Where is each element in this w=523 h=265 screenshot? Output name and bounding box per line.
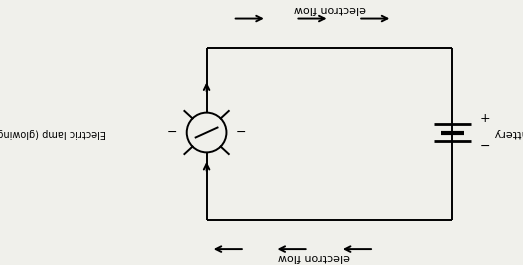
Text: −: − bbox=[167, 126, 177, 139]
Text: electron flow: electron flow bbox=[293, 4, 366, 14]
Text: Battery: Battery bbox=[492, 127, 523, 138]
Text: −: − bbox=[236, 126, 246, 139]
Text: +: + bbox=[480, 112, 491, 125]
Text: −: − bbox=[480, 140, 491, 153]
Text: electron flow: electron flow bbox=[278, 252, 350, 262]
Text: Electric lamp (glowing): Electric lamp (glowing) bbox=[0, 127, 106, 138]
